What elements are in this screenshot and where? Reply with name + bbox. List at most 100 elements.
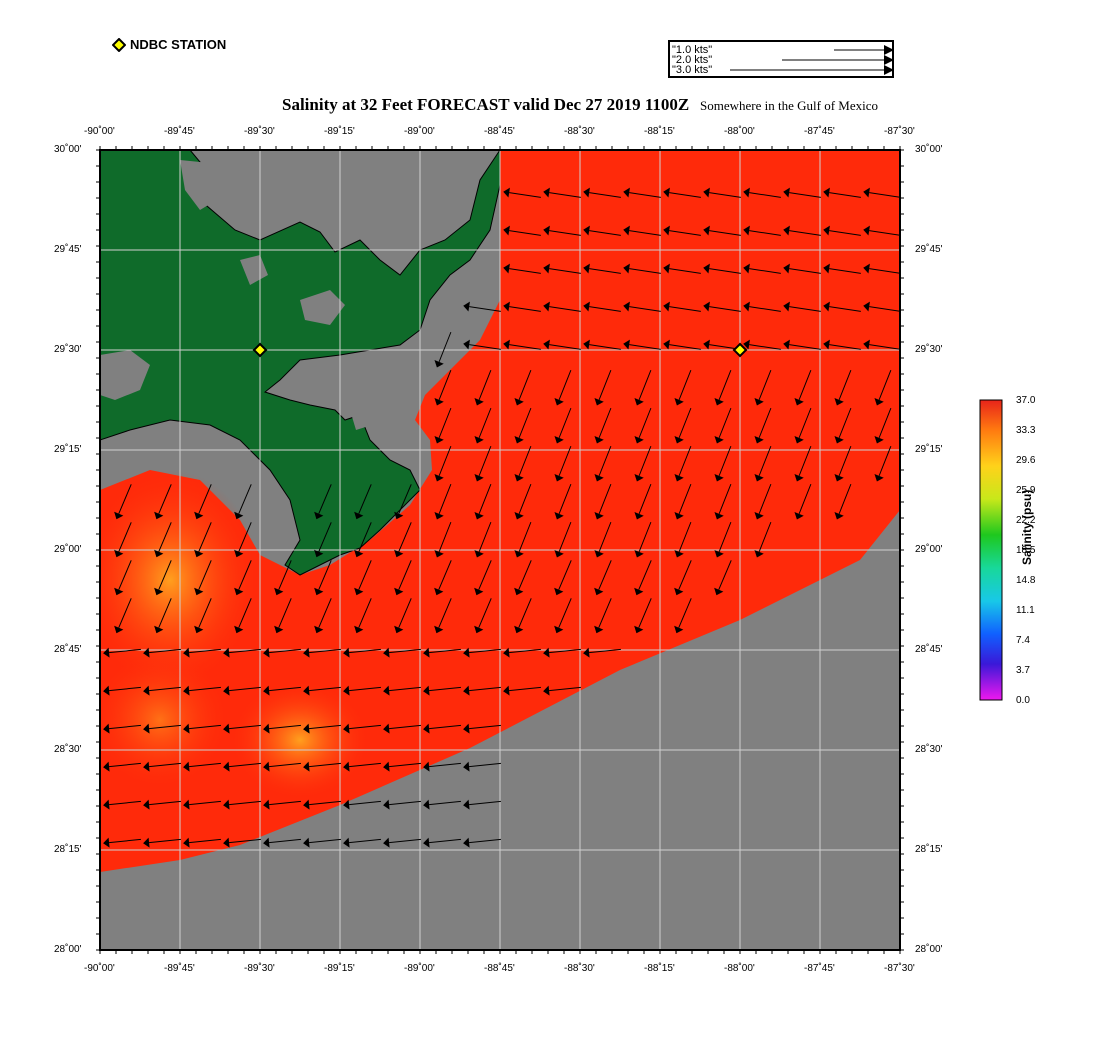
lat-label-left: 29˚30' <box>54 344 82 355</box>
current-vector-shaft <box>509 192 541 198</box>
current-vector-shaft <box>589 268 621 274</box>
lat-label-right: 28˚15' <box>915 844 943 855</box>
current-vector-head-icon <box>503 187 510 198</box>
current-vector-head-icon <box>474 474 484 482</box>
current-vector-head-icon <box>543 187 550 198</box>
current-vector-head-icon <box>543 225 550 236</box>
lon-label-bottom: -88˚15' <box>644 963 675 974</box>
current-vector-shaft <box>589 192 621 198</box>
current-vector-shaft <box>718 483 732 515</box>
lon-label-bottom: -88˚45' <box>484 963 515 974</box>
current-vector-head-icon <box>714 398 724 406</box>
speed-key-2: "2.0 kts" <box>672 54 713 66</box>
current-vector-shaft <box>518 407 532 439</box>
current-vector-shaft <box>238 598 252 628</box>
frame-ticks <box>96 146 904 954</box>
current-vector-shaft <box>558 521 572 553</box>
station-legend: NDBC STATION <box>112 37 226 52</box>
current-vector-shaft <box>198 560 212 590</box>
current-vector-head-icon <box>234 549 244 558</box>
current-vector-head-icon <box>594 625 604 634</box>
current-vector-shaft <box>309 648 341 654</box>
current-vector-head-icon <box>834 398 844 406</box>
current-vector-head-icon <box>754 550 764 558</box>
current-vector-head-icon <box>423 799 430 810</box>
current-vector-shaft <box>869 344 901 350</box>
current-vector-shaft <box>678 483 692 515</box>
current-vector-head-icon <box>314 511 324 520</box>
current-vector-shaft <box>438 445 452 477</box>
current-vector-head-icon <box>274 587 284 596</box>
current-vector-shaft <box>509 268 541 274</box>
current-vector-head-icon <box>594 550 604 558</box>
current-vector-head-icon <box>434 398 444 406</box>
current-vector-shaft <box>869 268 901 274</box>
current-vector-head-icon <box>183 723 190 734</box>
colorbar-tick: 18.5 <box>1016 545 1036 556</box>
current-vector-head-icon <box>703 339 710 350</box>
current-vector-head-icon <box>623 225 630 236</box>
current-vector-shaft <box>589 648 621 654</box>
current-vector-shaft <box>749 268 781 274</box>
current-vector-shaft <box>198 484 212 514</box>
current-vector-head-icon <box>303 761 310 772</box>
lat-label-right: 29˚15' <box>915 444 943 455</box>
current-vector-shaft <box>198 598 212 628</box>
current-vector-shaft <box>429 800 461 806</box>
current-vector-shaft <box>189 800 221 806</box>
lat-label-left: 28˚00' <box>54 944 82 955</box>
current-vector-head-icon <box>434 587 444 596</box>
current-vector-shaft <box>749 230 781 236</box>
current-vector-shaft <box>678 560 692 590</box>
current-vector-head-icon <box>783 301 790 312</box>
lat-label-left: 28˚15' <box>54 844 82 855</box>
current-vector-shaft <box>758 483 772 515</box>
current-vector-head-icon <box>143 761 150 772</box>
current-vector-head-icon <box>103 761 110 772</box>
current-vector-shaft <box>349 686 381 692</box>
current-vector-head-icon <box>103 647 110 658</box>
current-vector-head-icon <box>794 474 804 482</box>
current-vector-head-icon <box>234 587 244 596</box>
current-vector-shaft <box>718 369 732 401</box>
current-vector-shaft <box>558 445 572 477</box>
current-vector-shaft <box>238 522 252 552</box>
current-vector-shaft <box>309 762 341 768</box>
current-vector-head-icon <box>834 436 844 444</box>
current-vector-shaft <box>309 800 341 806</box>
current-vector-head-icon <box>223 723 230 734</box>
current-vector-head-icon <box>263 799 270 810</box>
current-vector-head-icon <box>383 761 390 772</box>
current-vector-shaft <box>469 838 501 844</box>
current-vector-head-icon <box>634 436 644 444</box>
current-vector-head-icon <box>583 301 590 312</box>
current-vector-head-icon <box>343 685 350 696</box>
current-vector-shaft <box>318 598 332 628</box>
colorbar <box>979 399 1003 701</box>
current-vector-head-icon <box>663 263 670 274</box>
current-vector-head-icon <box>223 685 230 696</box>
current-vector-head-icon <box>183 837 190 848</box>
current-vector-head-icon <box>303 837 310 848</box>
current-vector-shaft <box>149 648 181 654</box>
current-vector-shaft <box>478 369 492 401</box>
current-vector-head-icon <box>543 647 550 658</box>
colorbar-tick: 22.2 <box>1016 515 1036 526</box>
current-vector-head-icon <box>194 587 204 596</box>
current-vector-head-icon <box>263 761 270 772</box>
station-legend-label: NDBC STATION <box>130 37 227 52</box>
current-vector-shaft <box>189 838 221 844</box>
current-vector-shaft <box>598 560 612 590</box>
current-vector-shaft <box>789 230 821 236</box>
current-vector-shaft <box>389 686 421 692</box>
current-vectors <box>103 187 901 848</box>
current-vector-head-icon <box>554 512 564 520</box>
lon-label-top: -88˚30' <box>564 126 595 137</box>
current-vector-head-icon <box>514 587 524 596</box>
current-vector-shaft <box>589 230 621 236</box>
lon-label-bottom: -89˚15' <box>324 963 355 974</box>
current-vector-head-icon <box>594 512 604 520</box>
speed-key-3: "3.0 kts" <box>672 64 713 76</box>
current-vector-head-icon <box>223 799 230 810</box>
current-vector-head-icon <box>154 549 164 558</box>
